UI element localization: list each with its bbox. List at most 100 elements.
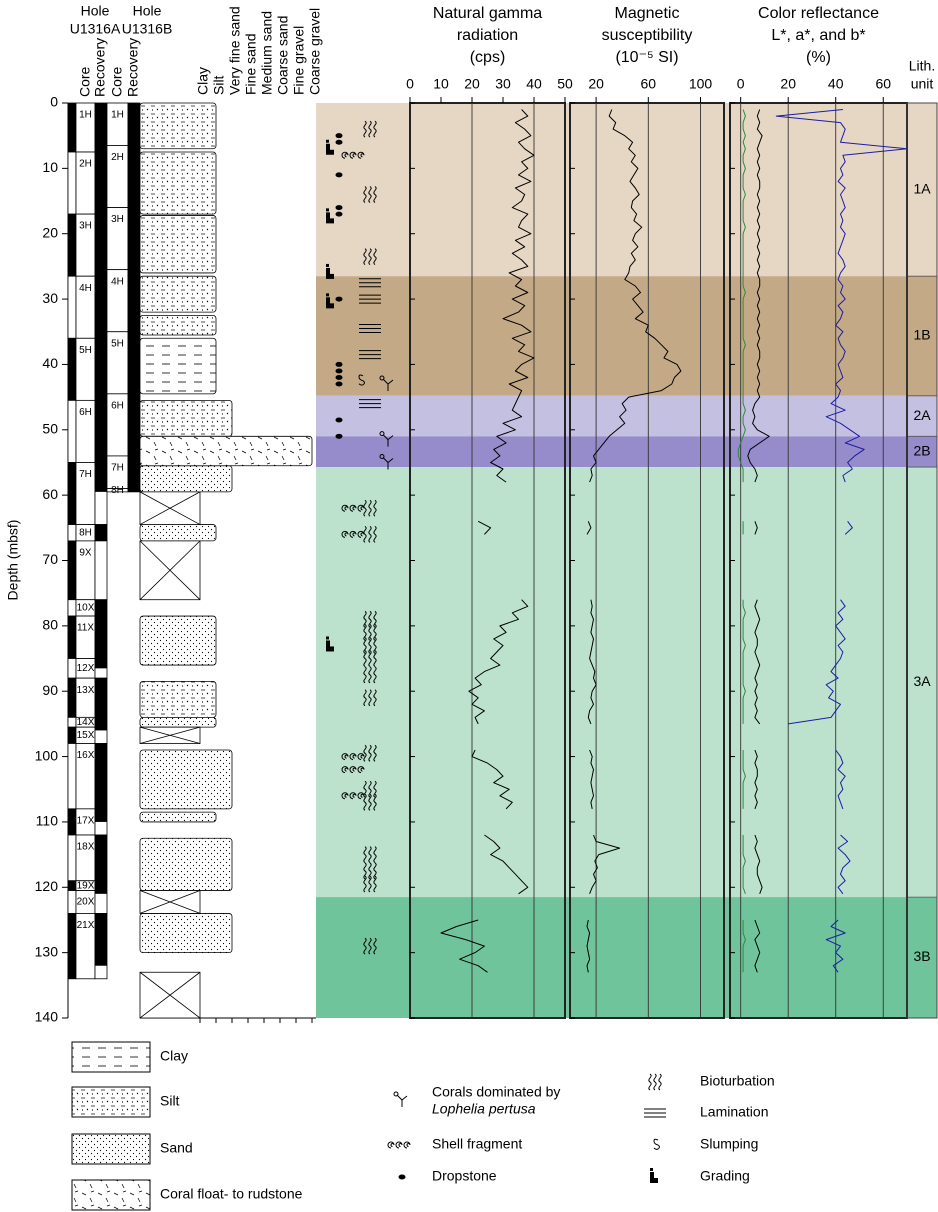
lithology-bed [139,837,233,891]
legend-icon [650,1168,658,1183]
icon-stroke [363,186,367,203]
icon-stroke [357,766,365,774]
icon-stroke [357,753,365,761]
icon-stroke [373,525,377,543]
column-header: Core [77,66,93,97]
recovery-bar [128,488,140,492]
core-strip [67,880,77,891]
core-strip [67,599,77,617]
icon-stroke [363,846,367,864]
legend-swatch [71,1086,151,1118]
recovery-bar [95,462,107,492]
icon-fill [335,133,343,139]
depth-axis-label: Depth (mbsf) [5,520,21,601]
icon-stroke [341,753,349,761]
core-label: 2H [111,152,124,163]
legend-label: Lophelia pertusa [432,1101,536,1117]
core-label: 7H [79,469,92,480]
symbol [335,211,343,217]
icon-stroke [368,744,372,762]
icon-stroke [373,875,377,893]
icon-fill [650,1172,654,1183]
icon-stroke [373,862,377,880]
icon-stroke [363,744,367,762]
hole-title: U1316A [70,21,121,37]
depth-tick-label: 60 [42,486,58,502]
legend-icon [393,1091,408,1107]
icon-fill [335,368,343,374]
core-label: 8H [79,527,92,538]
symbol [359,323,381,333]
x-tick-label: 100 [689,76,713,92]
grain-size-label: Coarse gravel [307,8,323,95]
x-tick-label: 0 [406,76,414,92]
legend-label: Bioturbation [700,1073,775,1089]
symbol [335,296,343,302]
lithology-bed [139,681,217,718]
core-strip [67,151,77,215]
core-label: 5H [79,345,92,356]
legend-label: Silt [160,1093,180,1109]
recovery-bar [128,393,140,456]
icon-fill [326,208,329,212]
symbol [341,504,365,512]
icon-stroke [373,689,377,707]
icon-stroke [341,151,349,159]
icon-stroke [349,530,357,538]
icon-stroke [373,637,377,654]
recovery-bar [95,880,107,891]
recovery-bar [95,400,107,463]
icon-fill [326,212,330,224]
chart-title: (cps) [470,49,506,66]
core-box-recovery [94,890,108,914]
x-tick-label: 20 [588,76,604,92]
chart-title: Natural gamma [433,5,542,22]
lithology-bed [139,716,217,728]
no-recovery [139,890,201,914]
icon-fill [326,139,329,143]
no-recovery-cross [139,890,201,914]
symbol [335,368,343,374]
symbol [363,525,377,543]
data-line [775,109,908,973]
icon-stroke [368,689,372,707]
recovery-bar [95,214,107,277]
recovery-bar [95,727,107,731]
x-tick-label: 50 [557,76,573,92]
symbol [379,375,394,392]
recovery-bar [95,338,107,401]
icon-fill [330,303,334,309]
symbol [326,139,334,155]
icon-stroke [373,666,377,684]
icon-stroke [403,1141,411,1149]
symbol [335,133,343,139]
icon-stroke [368,650,372,667]
recovery-bar [95,276,107,339]
lith-unit-label: 1A [913,180,931,196]
icon-stroke [349,504,357,512]
icon-stroke [368,120,372,138]
icon-fill [326,636,329,640]
icon-stroke [379,453,385,459]
icon-stroke [653,1073,657,1091]
grain-size-label: Clay [195,67,211,95]
icon-stroke [349,151,357,159]
symbol [335,375,343,380]
legend-swatch [71,1179,151,1211]
legend-swatch [71,1041,151,1073]
core-label: 7H [111,463,124,474]
grain-size-label: Coarse sand [275,16,291,95]
icon-fill [335,139,343,145]
lithology-bed [139,315,217,336]
lithology-bed [139,749,233,810]
x-tick-label: 0 [737,76,745,92]
icon-stroke [653,1138,660,1150]
icon-stroke [393,1091,399,1097]
icon-stroke [379,375,385,381]
chart-title: susceptibility [602,27,693,44]
symbol [363,650,377,667]
depth-tick-label: 140 [35,1009,59,1025]
no-recovery-cross [139,726,201,744]
icon-fill [335,375,343,380]
core-label: 10X [77,603,95,614]
